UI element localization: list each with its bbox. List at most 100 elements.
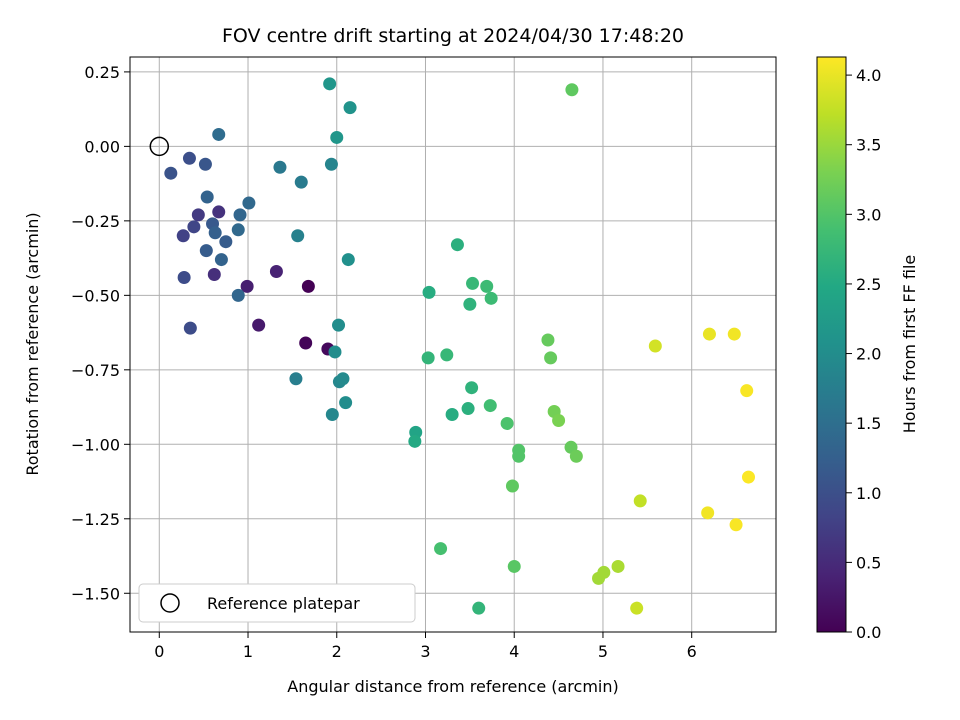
data-point <box>434 542 448 556</box>
data-point <box>231 288 245 302</box>
data-point <box>630 601 644 615</box>
x-axis-ticks: 0 1 2 3 4 5 6 <box>154 632 697 661</box>
data-point <box>484 291 498 305</box>
data-point <box>480 279 494 293</box>
y-tick-label: −0.25 <box>71 212 120 231</box>
colorbar-tick-label: 1.5 <box>856 414 881 433</box>
data-point <box>233 208 247 222</box>
data-point <box>544 351 558 365</box>
colorbar-tick-label: 3.0 <box>856 205 881 224</box>
data-point <box>332 318 346 332</box>
y-axis-label: Rotation from reference (arcmin) <box>23 212 42 475</box>
colorbar-tick-label: 0.0 <box>856 623 881 642</box>
x-tick-label: 2 <box>332 642 342 661</box>
data-point <box>324 157 338 171</box>
legend-marker <box>160 593 180 613</box>
y-tick-label: −1.50 <box>71 584 120 603</box>
data-point <box>176 229 190 243</box>
colorbar-tick-label: 2.0 <box>856 345 881 364</box>
data-point <box>552 413 566 427</box>
y-tick-label: −0.50 <box>71 286 120 305</box>
y-axis-ticks: 0.25 0.00 −0.25 −0.50 −0.75 −1.00 −1.25 −1.50 <box>71 63 130 603</box>
data-point <box>252 318 266 332</box>
data-point <box>199 244 213 258</box>
data-point <box>421 351 435 365</box>
data-point <box>701 506 715 520</box>
data-point <box>187 220 201 234</box>
data-point <box>291 229 305 243</box>
data-point <box>212 205 226 219</box>
data-point <box>214 253 228 267</box>
data-point <box>541 333 555 347</box>
data-point <box>198 157 212 171</box>
colorbar-ticks: 0.0 0.5 1.0 1.5 2.0 2.5 3.0 3.5 4.0 <box>846 66 881 642</box>
data-point <box>231 223 245 237</box>
colorbar-tick-label: 1.0 <box>856 484 881 503</box>
data-point <box>339 396 353 410</box>
data-point <box>207 267 221 281</box>
data-point <box>294 175 308 189</box>
data-point <box>325 408 339 422</box>
y-tick-label: −0.75 <box>71 361 120 380</box>
legend-entry-reference-platepar: Reference platepar <box>207 594 360 613</box>
x-tick-label: 4 <box>509 642 519 661</box>
colorbar: 0.0 0.5 1.0 1.5 2.0 2.5 3.0 3.5 4.0 Hours from f… <box>816 56 919 642</box>
data-point <box>463 297 477 311</box>
data-points <box>164 77 755 615</box>
data-point <box>741 470 755 484</box>
data-point <box>208 226 222 240</box>
plot-area-frame <box>129 56 777 633</box>
data-point <box>177 270 191 284</box>
data-point <box>440 348 454 362</box>
data-point <box>242 196 256 210</box>
legend: Reference platepar <box>138 583 416 623</box>
data-point <box>240 279 254 293</box>
data-point <box>465 381 479 395</box>
colorbar-tick-label: 4.0 <box>856 66 881 85</box>
data-point <box>212 127 226 141</box>
data-point <box>273 160 287 174</box>
grid-lines <box>130 57 776 632</box>
data-point <box>289 372 303 386</box>
data-point <box>512 449 526 463</box>
data-point <box>445 408 459 422</box>
data-point <box>164 166 178 180</box>
data-point <box>507 559 521 573</box>
data-point <box>219 235 233 249</box>
data-point <box>191 208 205 222</box>
data-point <box>569 449 583 463</box>
y-tick-label: 0.00 <box>84 137 120 156</box>
data-point <box>422 285 436 299</box>
y-tick-label: −1.25 <box>71 510 120 529</box>
data-point <box>328 345 342 359</box>
x-tick-label: 6 <box>687 642 697 661</box>
y-tick-label: −1.00 <box>71 435 120 454</box>
data-point <box>408 434 422 448</box>
colorbar-tick-label: 2.5 <box>856 275 881 294</box>
data-point <box>648 339 662 353</box>
data-point <box>727 327 741 341</box>
data-point <box>472 601 486 615</box>
data-point <box>740 384 754 398</box>
data-point <box>466 276 480 290</box>
data-point <box>330 130 344 144</box>
colorbar-label: Hours from first FF file <box>900 255 919 434</box>
data-point <box>200 190 214 204</box>
data-point <box>182 151 196 165</box>
data-point <box>450 238 464 252</box>
x-tick-label: 1 <box>243 642 253 661</box>
x-tick-label: 5 <box>598 642 608 661</box>
data-point <box>461 402 475 416</box>
x-tick-label: 0 <box>154 642 164 661</box>
colorbar-tick-label: 0.5 <box>856 553 881 572</box>
colorbar-tick-label: 3.5 <box>856 136 881 155</box>
data-point <box>729 518 743 532</box>
data-point <box>505 479 519 493</box>
data-point <box>611 559 625 573</box>
y-tick-label: 0.25 <box>84 63 120 82</box>
x-tick-label: 3 <box>420 642 430 661</box>
data-point <box>269 265 283 279</box>
x-axis-label: Angular distance from reference (arcmin) <box>287 677 618 696</box>
colorbar-gradient <box>816 56 847 633</box>
